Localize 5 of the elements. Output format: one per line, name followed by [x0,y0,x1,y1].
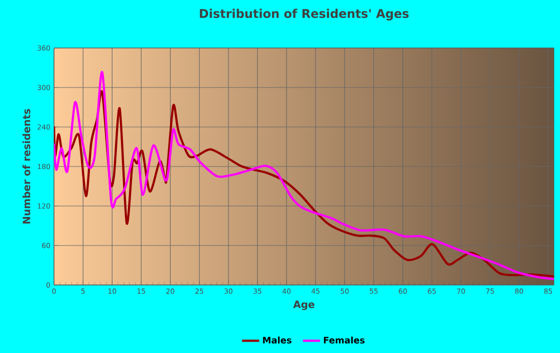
x-axis-title: Age [293,300,314,310]
legend-label: Males [263,336,292,344]
chart-title: Distribution of Residents' Ages [200,8,409,20]
y-axis-title: Number of residents [22,109,30,224]
legend-label: Females [324,336,365,344]
